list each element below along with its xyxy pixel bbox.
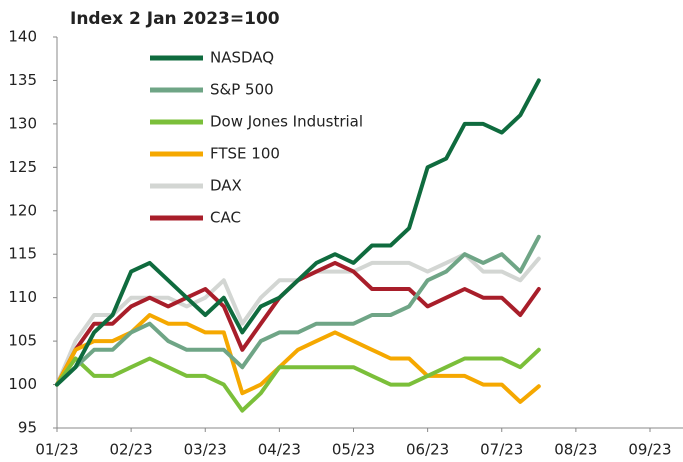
y-tick-label: 115 [8, 245, 37, 263]
x-tick-label: 08/23 [554, 441, 597, 459]
y-tick-label: 140 [8, 28, 37, 46]
y-tick-label: 130 [8, 114, 37, 132]
y-tick-label: 95 [18, 419, 37, 437]
x-tick-label: 09/23 [628, 441, 671, 459]
legend-label: FTSE 100 [210, 145, 280, 163]
chart-title: Index 2 Jan 2023=100 [70, 9, 280, 29]
legend-label: DAX [210, 177, 242, 195]
y-tick-label: 105 [8, 332, 37, 350]
y-tick-label: 120 [8, 201, 37, 219]
x-tick-label: 04/23 [258, 441, 301, 459]
y-tick-label: 125 [8, 158, 37, 176]
legend-label: Dow Jones Industrial [210, 113, 363, 131]
series-line [55, 313, 541, 404]
legend-label: CAC [210, 209, 241, 227]
series-line [55, 78, 541, 387]
x-tick-label: 02/23 [110, 441, 153, 459]
y-tick-label: 110 [8, 288, 37, 306]
series-line [55, 234, 541, 387]
x-tick-label: 06/23 [406, 441, 449, 459]
x-tick-label: 01/23 [35, 441, 78, 459]
y-tick-label: 135 [8, 71, 37, 89]
x-tick-label: 07/23 [480, 441, 523, 459]
legend-label: S&P 500 [210, 81, 274, 99]
x-tick-label: 05/23 [332, 441, 375, 459]
x-tick-label: 03/23 [184, 441, 227, 459]
y-tick-label: 100 [8, 375, 37, 393]
series-line [55, 347, 541, 413]
legend-label: NASDAQ [210, 49, 274, 67]
